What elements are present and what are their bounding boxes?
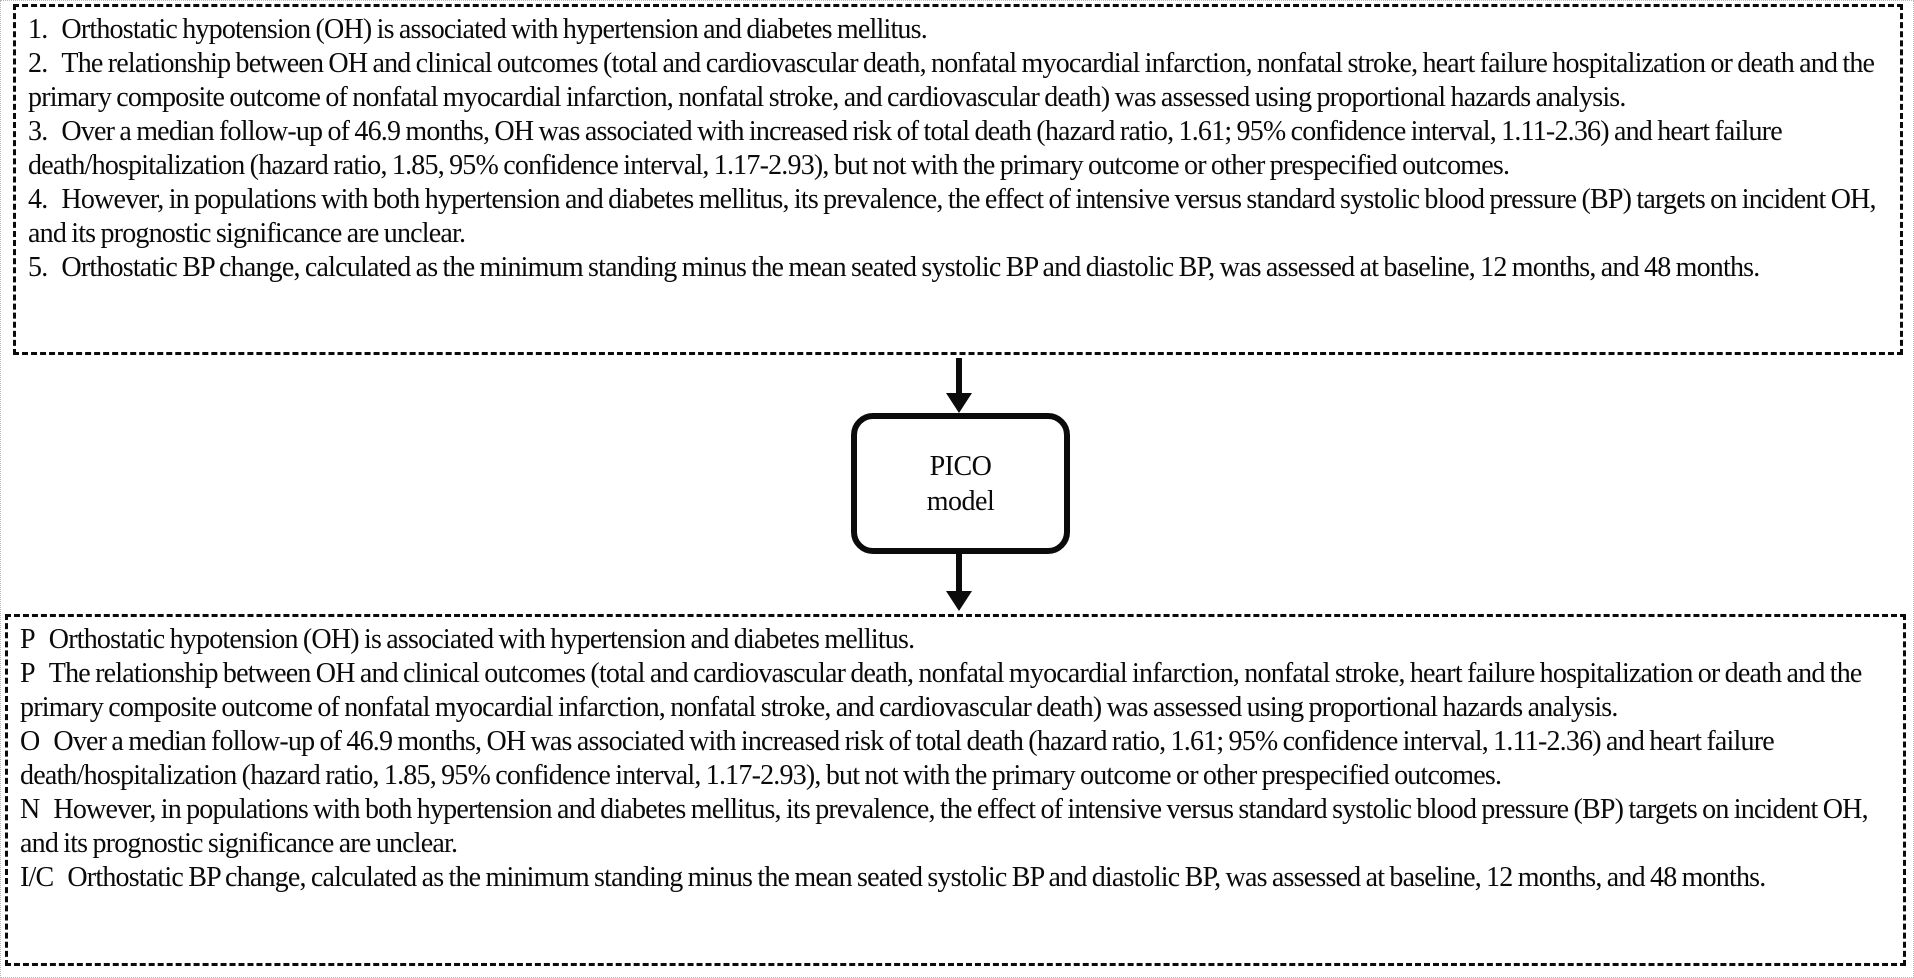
pico-item-o: O Over a median follow-up of 46.9 months,… [20, 725, 1891, 793]
pico-item-n-text: However, in populations with both hypert… [20, 794, 1869, 859]
summary-item-1: 1. Orthostatic hypotension (OH) is associ… [28, 13, 1888, 47]
summary-item-3-text: Over a median follow-up of 46.9 months, … [28, 116, 1783, 181]
summary-item-1-text: Orthostatic hypotension (OH) is associat… [61, 14, 927, 45]
summary-item-2: 2. The relationship between OH and clinic… [28, 47, 1888, 115]
pico-model-node: PICO model [851, 413, 1070, 554]
pico-item-p2: P The relationship between OH and clinica… [20, 657, 1891, 725]
pico-item-p1-text: Orthostatic hypotension (OH) is associat… [48, 624, 915, 655]
summary-item-4: 4. However, in populations with both hype… [28, 183, 1888, 251]
arrow-head-icon [946, 591, 972, 611]
pico-node-line2: model [926, 485, 995, 517]
arrow-down-to-pico [946, 358, 972, 413]
pico-item-n: N However, in populations with both hyper… [20, 793, 1891, 861]
summary-item-5-label: 5. [28, 252, 48, 283]
arrow-head-icon [946, 393, 972, 413]
pico-item-ic-label: I/C [20, 862, 54, 893]
summary-item-2-text: The relationship between OH and clinical… [28, 48, 1875, 113]
summary-item-3-label: 3. [28, 116, 48, 147]
summary-item-1-label: 1. [28, 14, 48, 45]
summary-item-4-text: However, in populations with both hypert… [28, 184, 1877, 249]
summary-points-box: 1. Orthostatic hypotension (OH) is associ… [13, 4, 1903, 355]
summary-item-5: 5. Orthostatic BP change, calculated as t… [28, 251, 1888, 285]
pico-item-p2-label: P [20, 658, 36, 689]
summary-item-3: 3. Over a median follow-up of 46.9 months… [28, 115, 1888, 183]
pico-mapping-box: P Orthostatic hypotension (OH) is associa… [5, 614, 1906, 966]
arrow-shaft [956, 554, 962, 591]
pico-item-ic: I/C Orthostatic BP change, calculated as … [20, 861, 1891, 895]
pico-item-o-text: Over a median follow-up of 46.9 months, … [20, 726, 1775, 791]
summary-item-4-label: 4. [28, 184, 48, 215]
pico-item-p1-label: P [20, 624, 36, 655]
summary-item-5-text: Orthostatic BP change, calculated as the… [61, 252, 1760, 283]
pico-node-line1: PICO [929, 450, 992, 482]
pico-item-p1: P Orthostatic hypotension (OH) is associa… [20, 623, 1891, 657]
pico-item-o-label: O [20, 726, 40, 757]
arrow-down-to-mapping [946, 554, 972, 611]
pico-item-n-label: N [20, 794, 40, 825]
arrow-shaft [956, 358, 962, 393]
pico-item-ic-text: Orthostatic BP change, calculated as the… [67, 862, 1766, 893]
summary-item-2-label: 2. [28, 48, 48, 79]
pico-item-p2-text: The relationship between OH and clinical… [20, 658, 1862, 723]
